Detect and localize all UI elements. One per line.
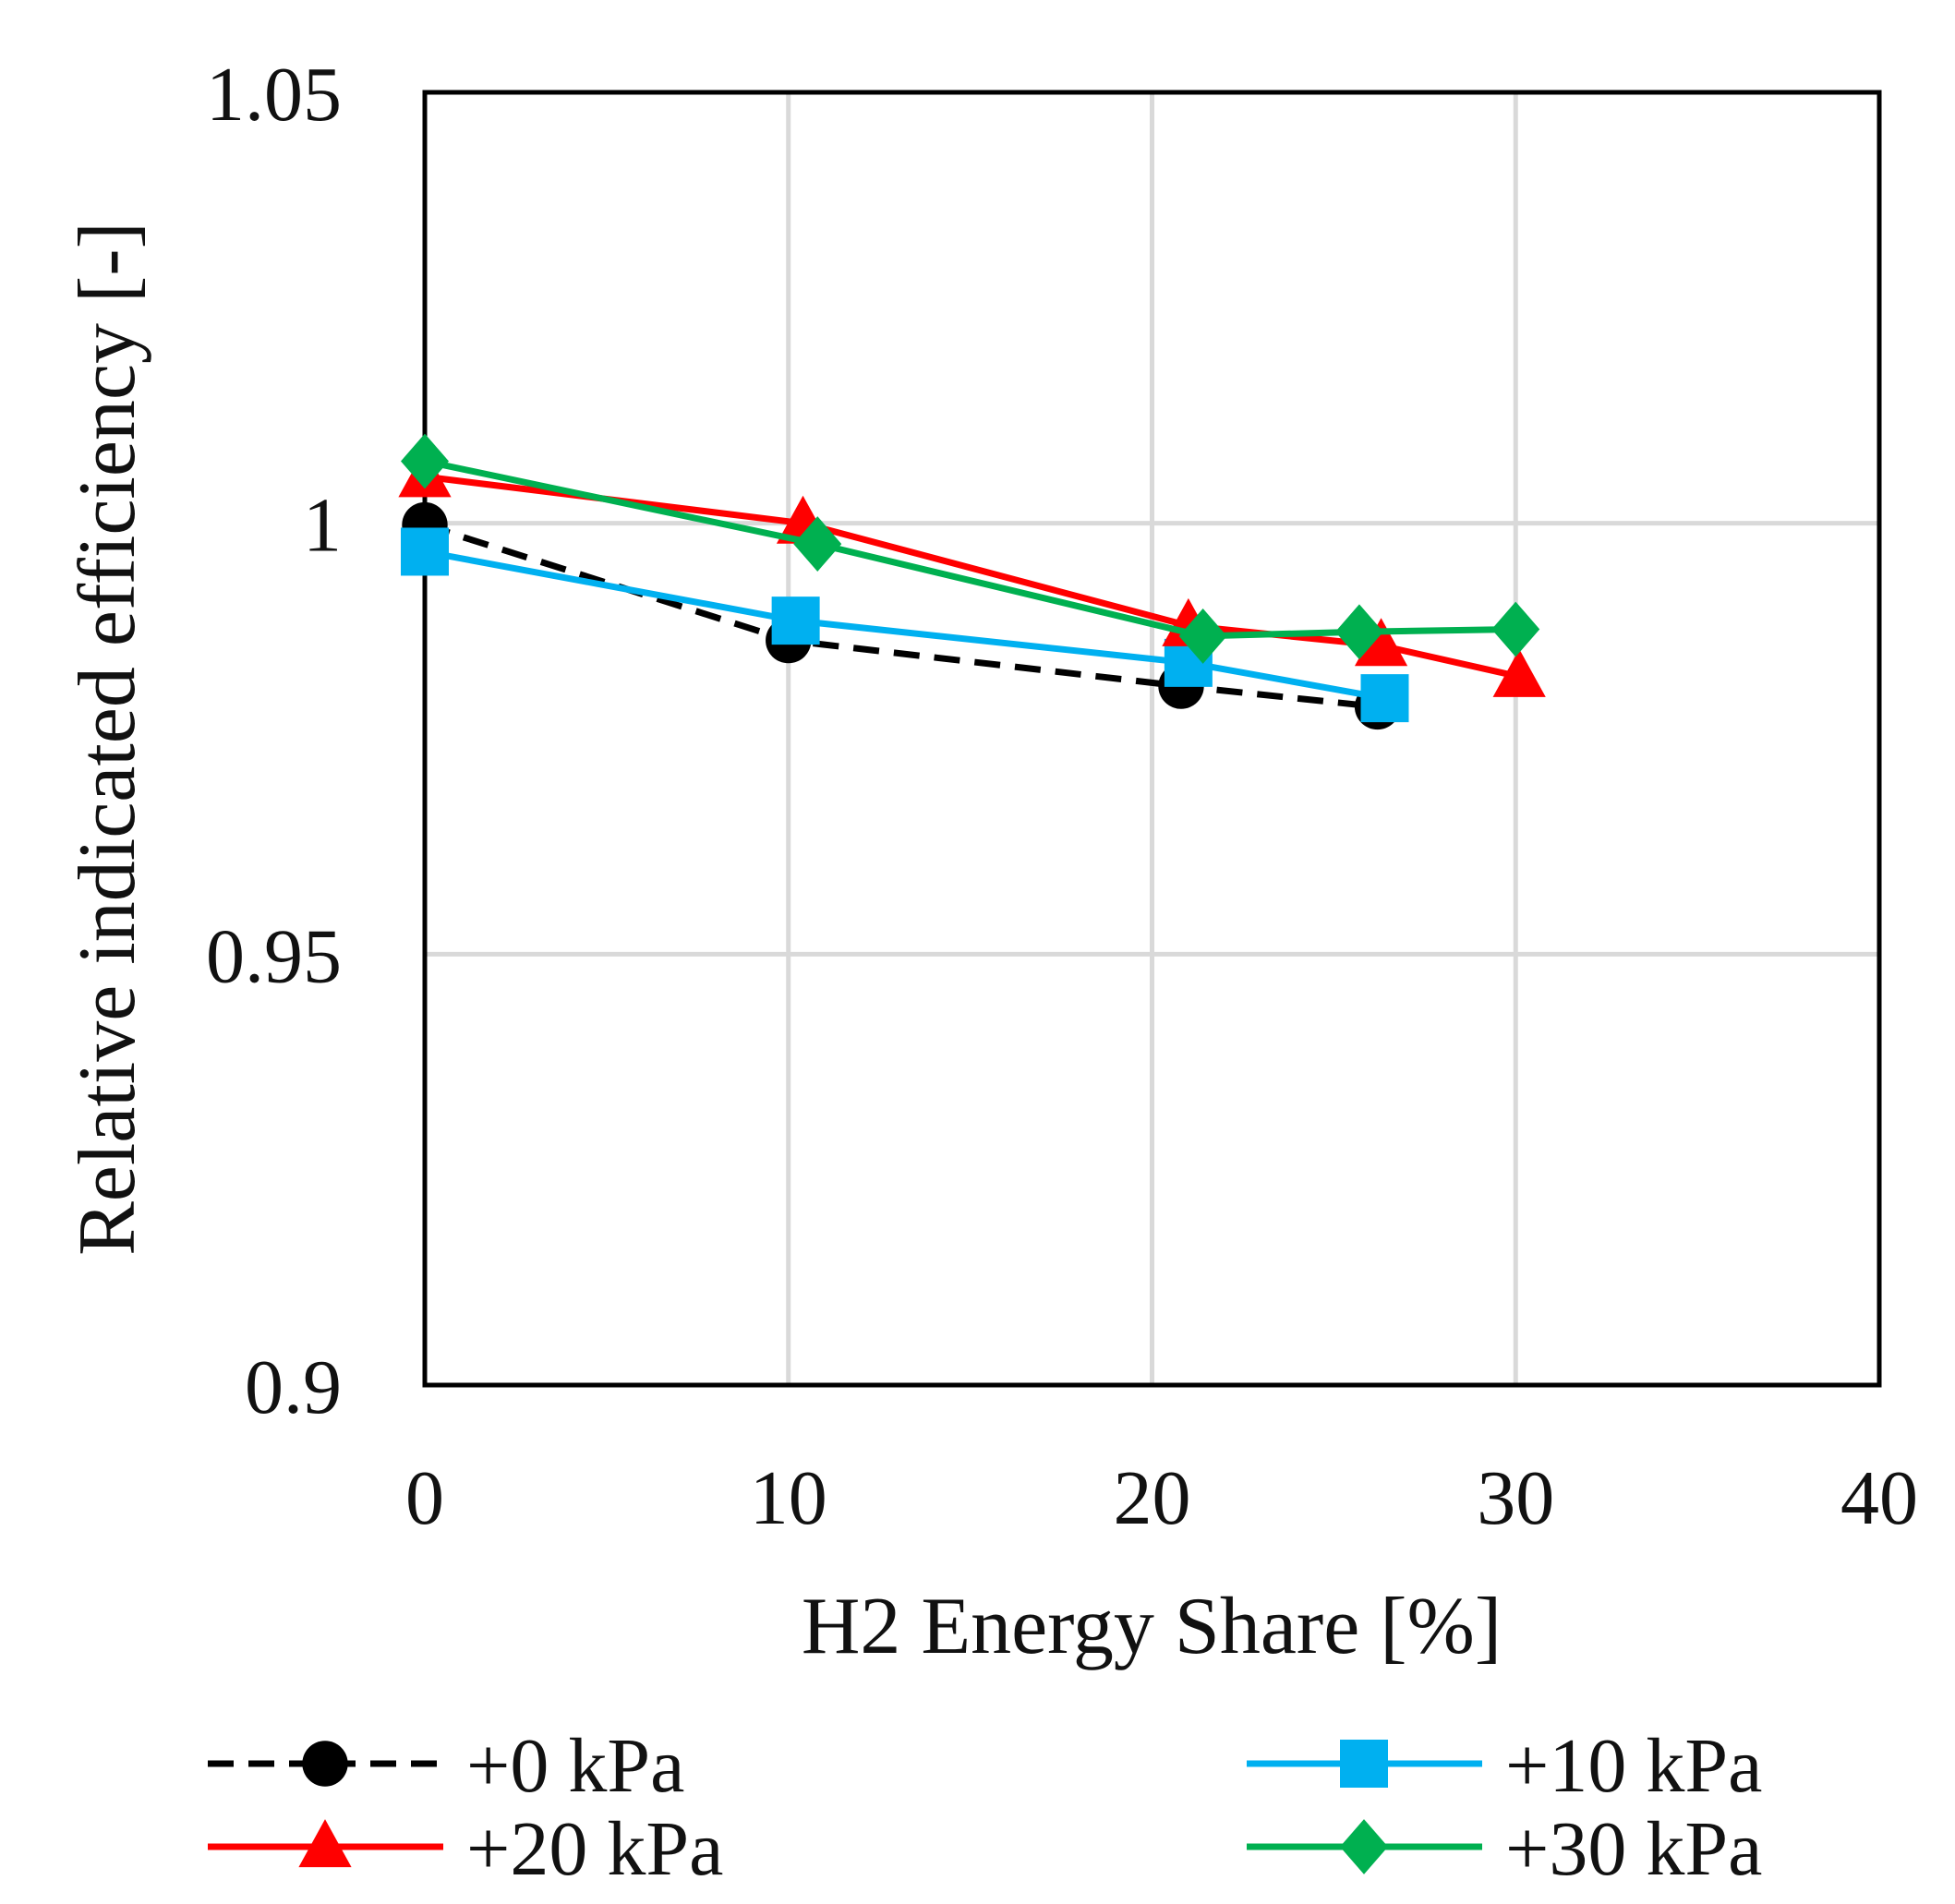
data-point-marker — [1491, 601, 1540, 657]
data-point-marker — [793, 516, 842, 572]
y-axis-tick-labels: 0.9 0.95 1 1.05 — [206, 52, 342, 1430]
series-line — [424, 458, 1516, 640]
y-tick-label: 0.95 — [206, 913, 342, 999]
data-point-marker — [1492, 648, 1546, 697]
legend-item: +10 kPa — [1247, 1723, 1762, 1809]
series-line — [424, 548, 1386, 702]
x-tick-label: 40 — [1840, 1455, 1918, 1541]
data-point-marker — [1360, 674, 1409, 723]
x-tick-label: 20 — [1114, 1455, 1191, 1541]
data-point-marker — [771, 597, 820, 645]
legend-label: +0 kPa — [466, 1723, 684, 1809]
series-layer — [398, 433, 1546, 730]
legend-marker — [302, 1741, 348, 1787]
x-axis-tick-labels: 0 10 20 30 40 — [405, 1455, 1918, 1541]
x-tick-label: 10 — [750, 1455, 827, 1541]
legend-marker — [1340, 1740, 1388, 1788]
legend-item: +20 kPa — [208, 1806, 723, 1892]
legend: +0 kPa +10 kPa +20 kPa +30 kPa — [208, 1723, 1762, 1892]
series-3 — [401, 433, 1540, 664]
gridlines — [425, 92, 1879, 1385]
legend-item: +30 kPa — [1247, 1806, 1762, 1892]
series-0 — [402, 501, 1401, 730]
plot-area-frame — [422, 90, 1882, 1388]
data-point-marker — [401, 527, 449, 576]
series-2 — [398, 449, 1546, 697]
data-point-marker — [1178, 609, 1227, 664]
legend-marker — [1340, 1819, 1388, 1874]
x-tick-label: 30 — [1477, 1455, 1554, 1541]
y-axis-title: Relative indicated efficiency [-] — [63, 222, 152, 1256]
y-tick-label: 1 — [303, 483, 342, 569]
legend-label: +20 kPa — [466, 1806, 723, 1892]
legend-item: +0 kPa — [208, 1723, 684, 1809]
data-point-marker — [1334, 604, 1383, 660]
y-tick-label: 1.05 — [206, 52, 342, 138]
data-point-marker — [1354, 618, 1408, 667]
data-point-marker — [401, 433, 449, 489]
legend-marker — [298, 1819, 352, 1868]
x-axis-title: H2 Energy Share [%] — [802, 1582, 1502, 1671]
legend-label: +30 kPa — [1505, 1806, 1762, 1892]
x-tick-label: 0 — [405, 1455, 444, 1541]
legend-label: +10 kPa — [1505, 1723, 1762, 1809]
y-tick-label: 0.9 — [245, 1344, 342, 1430]
series-line — [423, 522, 1378, 710]
